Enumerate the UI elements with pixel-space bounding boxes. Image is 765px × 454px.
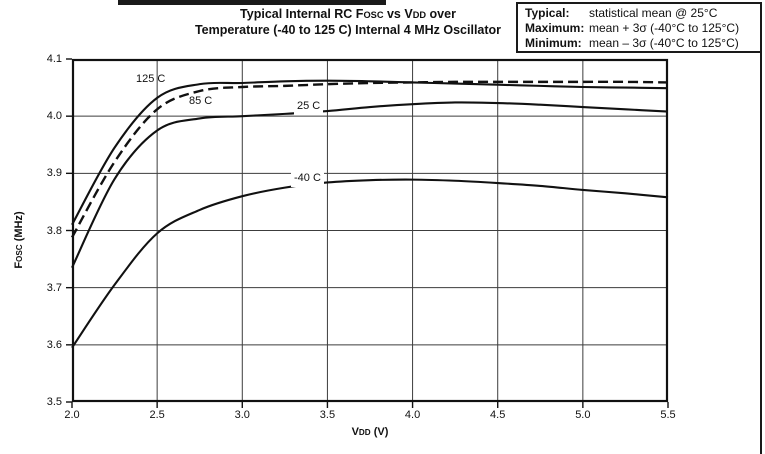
- x-axis-title: VDD (V): [351, 426, 389, 438]
- legend-value: statistical mean @ 25°C: [589, 6, 718, 20]
- curve--40-c: [71, 178, 669, 349]
- legend-key: Typical:: [525, 6, 570, 20]
- legend-key: Maximum:: [525, 21, 585, 35]
- chart-title-line1: Typical Internal RC FOSC vs VDD over: [240, 7, 456, 21]
- y-tick-label: 4.1: [46, 53, 62, 65]
- chart-title: Typical Internal RC FOSC vs VDD over Tem…: [133, 7, 563, 37]
- curve-label-85-c: 85 C: [189, 95, 213, 107]
- x-tick-label: 3.5: [319, 409, 336, 421]
- y-tick-label: 3.9: [46, 167, 62, 180]
- y-tick-label: 3.8: [46, 224, 62, 237]
- y-axis-title: FOSC (MHz): [13, 211, 25, 269]
- x-tick-label: 5.5: [660, 409, 676, 421]
- y-tick-label: 4.0: [46, 110, 62, 123]
- x-tick-label: 4.0: [404, 409, 421, 421]
- legend-row-minimum: Minimum: mean – 3σ (-40°C to 125°C): [525, 36, 760, 51]
- page-border-line: [760, 2, 762, 454]
- legend-value: mean – 3σ (-40°C to 125°C): [589, 36, 739, 50]
- curve-125-c: [71, 79, 669, 226]
- y-tick-label: 3.5: [46, 396, 62, 408]
- legend-box: Typical: statistical mean @ 25°C Maximum:…: [516, 2, 762, 53]
- curve-25-c: [71, 101, 669, 269]
- cropped-header-bar: [118, 0, 386, 5]
- legend-row-maximum: Maximum: mean + 3σ (-40°C to 125°C): [525, 21, 760, 36]
- x-tick-label: 2.5: [149, 409, 165, 421]
- legend-key: Minimum:: [525, 36, 582, 50]
- curve-85-c: [70, 80, 669, 238]
- x-tick-label: 2.0: [64, 409, 80, 421]
- y-tick-label: 3.6: [46, 338, 62, 351]
- chart-title-line2: Temperature (-40 to 125 C) Internal 4 MH…: [194, 22, 502, 37]
- legend-row-typical: Typical: statistical mean @ 25°C: [525, 6, 760, 21]
- x-tick-label: 5.0: [575, 409, 591, 421]
- curve-label-125-c: 125 C: [136, 73, 166, 85]
- x-tick-label: 4.5: [490, 409, 506, 421]
- y-tick-label: 3.7: [46, 281, 62, 294]
- curve-label-25-c: 25 C: [294, 100, 324, 115]
- plot-area: [66, 58, 669, 408]
- legend-value: mean + 3σ (-40°C to 125°C): [589, 21, 740, 35]
- x-tick-label: 3.0: [234, 409, 250, 421]
- curve-label--40-c: -40 C: [291, 172, 324, 187]
- plot-frame: [71, 58, 669, 403]
